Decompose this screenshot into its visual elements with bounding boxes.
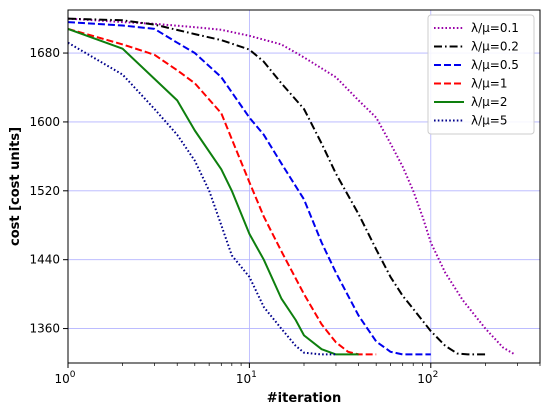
legend-label: λ/μ=0.2 [471, 40, 519, 54]
series-line-3 [67, 21, 431, 356]
series-line-6 [67, 41, 336, 356]
series-lines [67, 17, 516, 356]
y-axis-label: cost [cost units] [8, 127, 23, 246]
series-line-2 [67, 17, 486, 356]
x-tick-label: 102 [417, 370, 438, 386]
legend-box [427, 14, 535, 135]
axis-ticks: 100 101 102 1360 1440 1520 1600 1680 [29, 46, 541, 386]
legend: λ/μ=0.1 λ/μ=0.2 λ/μ=0.5 λ/μ=1 λ/μ=2 λ/μ=5 [427, 14, 535, 135]
y-tick-label: 1520 [29, 184, 60, 198]
series-line-4 [67, 27, 377, 356]
y-tick-label: 1680 [29, 46, 60, 60]
x-tick-label: 100 [54, 370, 75, 386]
x-axis-label: #iteration [267, 391, 341, 406]
legend-label: λ/μ=1 [471, 77, 507, 91]
x-tick-label: 101 [236, 370, 257, 386]
y-tick-label: 1600 [29, 115, 60, 129]
legend-label: λ/μ=2 [471, 95, 507, 109]
series-line-5 [67, 27, 359, 356]
y-tick-label: 1360 [29, 322, 60, 336]
legend-label: λ/μ=0.5 [471, 58, 519, 72]
y-tick-label: 1440 [29, 253, 60, 267]
legend-label: λ/μ=5 [471, 114, 507, 128]
legend-label: λ/μ=0.1 [471, 21, 519, 35]
